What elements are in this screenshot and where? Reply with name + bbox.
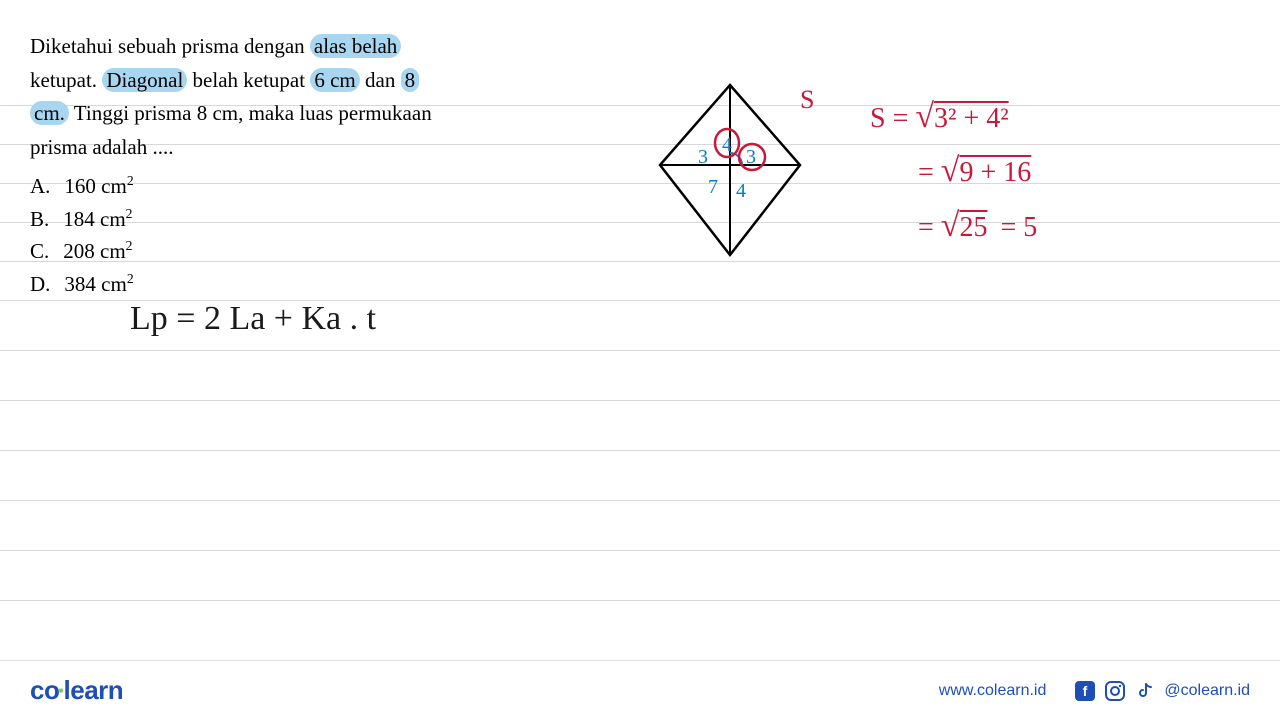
option-a: A. 160 cm2 [30, 170, 500, 203]
calc-line-3: = √25 = 5 [870, 199, 1037, 253]
options-list: A. 160 cm2 B. 184 cm2 C. 208 cm2 D. 384 … [30, 170, 500, 300]
footer-bar: co·learn www.colearn.id f @colearn.id [0, 660, 1280, 720]
facebook-icon[interactable]: f [1074, 680, 1096, 702]
option-value: 160 cm2 [64, 170, 133, 203]
option-c: C. 208 cm2 [30, 235, 500, 268]
social-links: f @colearn.id [1074, 680, 1250, 702]
calculation-steps: S = √3² + 4² = √9 + 16 = √25 = 5 [870, 90, 1037, 253]
diagram-label-bl: 7 [708, 176, 718, 198]
q-highlight: cm. [30, 101, 69, 125]
option-value: 208 cm2 [63, 235, 132, 268]
q-highlight: alas belah [310, 34, 401, 58]
surface-area-formula: Lp = 2 La + Ka . t [130, 300, 376, 338]
option-b: B. 184 cm2 [30, 203, 500, 236]
s-side-label: S [800, 85, 814, 115]
social-handle[interactable]: @colearn.id [1164, 682, 1250, 700]
option-letter: D. [30, 268, 50, 301]
option-letter: A. [30, 170, 50, 203]
footer-url[interactable]: www.colearn.id [939, 682, 1047, 700]
question-text: Diketahui sebuah prisma dengan alas bela… [30, 30, 500, 301]
q-highlight: 6 cm [310, 68, 359, 92]
q-text: ketupat. [30, 68, 102, 92]
q-text: prisma adalah .... [30, 131, 500, 165]
option-letter: B. [30, 203, 49, 236]
q-text: dan [360, 68, 401, 92]
diagram-label-br: 4 [736, 180, 746, 202]
brand-logo: co·learn [30, 675, 123, 706]
tiktok-icon[interactable] [1134, 680, 1156, 702]
q-text: belah ketupat [187, 68, 310, 92]
q-text: Diketahui sebuah prisma dengan [30, 34, 310, 58]
option-letter: C. [30, 235, 49, 268]
instagram-icon[interactable] [1104, 680, 1126, 702]
option-value: 384 cm2 [64, 268, 133, 301]
option-value: 184 cm2 [63, 203, 132, 236]
diagram-label-top: 4 [722, 134, 732, 156]
option-d: D. 384 cm2 [30, 268, 500, 301]
diagram-label-right: 3 [746, 146, 756, 168]
q-highlight: 8 [401, 68, 420, 92]
q-text: Tinggi prisma 8 cm, maka luas permukaan [69, 101, 432, 125]
diagram-label-left: 3 [698, 146, 708, 168]
svg-text:f: f [1083, 683, 1088, 699]
calc-line-1: S = √3² + 4² [870, 90, 1037, 144]
calc-line-2: = √9 + 16 [870, 144, 1037, 198]
q-highlight: Diagonal [102, 68, 187, 92]
